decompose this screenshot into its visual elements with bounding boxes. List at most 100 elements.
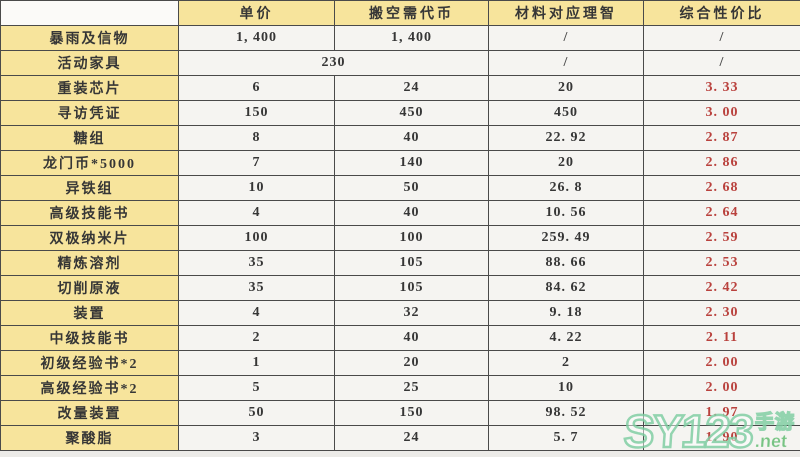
unit-price-cell-merged: 230 xyxy=(179,51,489,76)
ratio-cell: 2. 86 xyxy=(644,151,800,176)
tokens-cell: 105 xyxy=(335,276,489,301)
row-label: 高级技能书 xyxy=(1,201,179,226)
ratio-cell: / xyxy=(644,26,800,51)
unit-price-cell: 1 xyxy=(179,351,335,376)
unit-price-cell: 4 xyxy=(179,201,335,226)
unit-price-cell: 10 xyxy=(179,176,335,201)
ratio-cell: 2. 00 xyxy=(644,376,800,401)
sanity-cell: 9. 18 xyxy=(489,301,644,326)
sanity-cell: 20 xyxy=(489,76,644,101)
row-label: 改量装置 xyxy=(1,401,179,426)
tokens-cell: 24 xyxy=(335,76,489,101)
tokens-cell: 1, 400 xyxy=(335,26,489,51)
tokens-cell: 105 xyxy=(335,251,489,276)
ratio-cell: / xyxy=(644,51,800,76)
row-label: 切削原液 xyxy=(1,276,179,301)
tokens-cell: 40 xyxy=(335,326,489,351)
column-header-unit-price: 单价 xyxy=(179,1,335,26)
tokens-cell: 100 xyxy=(335,226,489,251)
tokens-cell: 24 xyxy=(335,426,489,451)
row-label: 重装芯片 xyxy=(1,76,179,101)
ratio-cell: 2. 64 xyxy=(644,201,800,226)
column-header-sanity: 材料对应理智 xyxy=(489,1,644,26)
sanity-cell: 26. 8 xyxy=(489,176,644,201)
ratio-cell: 3. 00 xyxy=(644,101,800,126)
sanity-cell: / xyxy=(489,51,644,76)
row-label: 聚酸脂 xyxy=(1,426,179,451)
tokens-cell: 20 xyxy=(335,351,489,376)
unit-price-cell: 3 xyxy=(179,426,335,451)
unit-price-cell: 8 xyxy=(179,126,335,151)
unit-price-cell: 2 xyxy=(179,326,335,351)
tokens-cell: 40 xyxy=(335,201,489,226)
unit-price-cell: 35 xyxy=(179,251,335,276)
ratio-cell: 2. 59 xyxy=(644,226,800,251)
ratio-cell: 3. 33 xyxy=(644,76,800,101)
header-row: 单价 搬空需代币 材料对应理智 综合性价比 xyxy=(1,1,800,26)
tokens-cell: 140 xyxy=(335,151,489,176)
unit-price-cell: 5 xyxy=(179,376,335,401)
row-label: 活动家具 xyxy=(1,51,179,76)
row-label: 寻访凭证 xyxy=(1,101,179,126)
tokens-cell: 25 xyxy=(335,376,489,401)
column-header-ratio: 综合性价比 xyxy=(644,1,800,26)
sanity-cell: 84. 62 xyxy=(489,276,644,301)
row-label: 异铁组 xyxy=(1,176,179,201)
row-label: 龙门币*5000 xyxy=(1,151,179,176)
row-label: 暴雨及信物 xyxy=(1,26,179,51)
unit-price-cell: 150 xyxy=(179,101,335,126)
unit-price-cell: 1, 400 xyxy=(179,26,335,51)
ratio-cell: 1. 90 xyxy=(644,426,800,451)
sanity-cell: 10. 56 xyxy=(489,201,644,226)
sanity-cell: / xyxy=(489,26,644,51)
tokens-cell: 150 xyxy=(335,401,489,426)
sanity-cell: 22. 92 xyxy=(489,126,644,151)
row-label: 初级经验书*2 xyxy=(1,351,179,376)
sanity-cell: 4. 22 xyxy=(489,326,644,351)
tokens-cell: 40 xyxy=(335,126,489,151)
row-label: 双极纳米片 xyxy=(1,226,179,251)
ratio-cell: 2. 87 xyxy=(644,126,800,151)
unit-price-cell: 4 xyxy=(179,301,335,326)
sanity-cell: 88. 66 xyxy=(489,251,644,276)
sanity-cell: 98. 52 xyxy=(489,401,644,426)
tokens-cell: 50 xyxy=(335,176,489,201)
sanity-cell: 2 xyxy=(489,351,644,376)
sanity-cell: 450 xyxy=(489,101,644,126)
ratio-cell: 2. 42 xyxy=(644,276,800,301)
tokens-cell: 32 xyxy=(335,301,489,326)
sanity-cell: 5. 7 xyxy=(489,426,644,451)
ratio-cell: 2. 30 xyxy=(644,301,800,326)
row-label: 高级经验书*2 xyxy=(1,376,179,401)
unit-price-cell: 50 xyxy=(179,401,335,426)
column-header-tokens: 搬空需代币 xyxy=(335,1,489,26)
unit-price-cell: 7 xyxy=(179,151,335,176)
ratio-cell: 2. 68 xyxy=(644,176,800,201)
sanity-cell: 20 xyxy=(489,151,644,176)
row-label: 中级技能书 xyxy=(1,326,179,351)
ratio-cell: 1. 97 xyxy=(644,401,800,426)
row-label: 糖组 xyxy=(1,126,179,151)
ratio-cell: 2. 00 xyxy=(644,351,800,376)
row-label: 装置 xyxy=(1,301,179,326)
ratio-cell: 2. 53 xyxy=(644,251,800,276)
row-label: 精炼溶剂 xyxy=(1,251,179,276)
unit-price-cell: 35 xyxy=(179,276,335,301)
